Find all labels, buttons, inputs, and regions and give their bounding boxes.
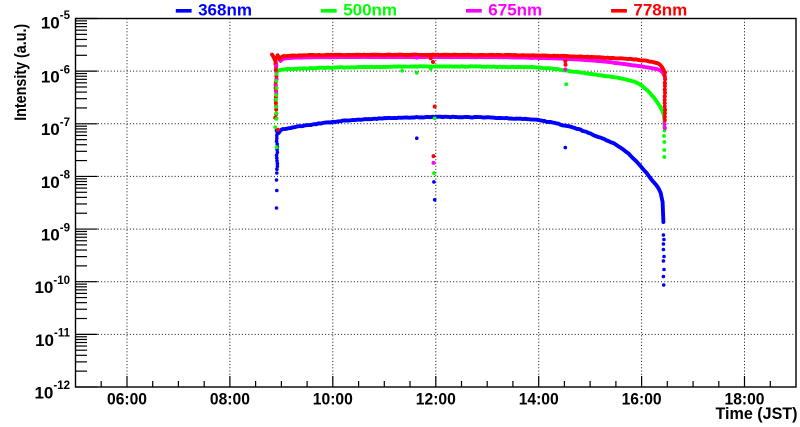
svg-text:10-8: 10-8 [41, 170, 71, 192]
svg-text:06:00: 06:00 [107, 390, 147, 409]
svg-text:675nm: 675nm [488, 0, 542, 19]
svg-text:16:00: 16:00 [622, 390, 662, 409]
svg-text:Time (JST): Time (JST) [716, 405, 798, 423]
svg-text:10:00: 10:00 [313, 390, 353, 409]
svg-text:12:00: 12:00 [416, 390, 456, 409]
svg-text:18:00: 18:00 [725, 390, 765, 409]
svg-text:10-9: 10-9 [41, 222, 70, 244]
svg-text:10-11: 10-11 [35, 328, 71, 350]
svg-text:10-7: 10-7 [41, 117, 70, 139]
svg-text:778nm: 778nm [633, 0, 687, 19]
svg-text:10-6: 10-6 [41, 64, 70, 86]
svg-text:14:00: 14:00 [519, 390, 559, 409]
svg-text:Intensity (a.u.): Intensity (a.u.) [12, 24, 30, 121]
svg-text:10-5: 10-5 [41, 10, 71, 32]
svg-text:10-10: 10-10 [34, 275, 70, 297]
svg-text:10-12: 10-12 [34, 380, 70, 402]
svg-text:08:00: 08:00 [210, 390, 250, 409]
svg-text:500nm: 500nm [343, 0, 397, 19]
svg-text:368nm: 368nm [198, 0, 252, 19]
